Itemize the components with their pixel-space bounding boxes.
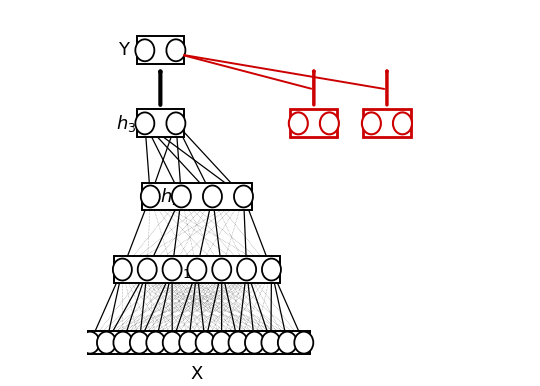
Ellipse shape [179,332,198,354]
Ellipse shape [97,332,116,354]
Ellipse shape [136,112,154,134]
Ellipse shape [393,112,412,134]
Ellipse shape [166,112,185,134]
Ellipse shape [195,332,214,354]
Ellipse shape [212,332,231,354]
Ellipse shape [261,332,280,354]
Text: X: X [191,364,203,383]
Ellipse shape [187,259,206,281]
Bar [114,256,280,283]
Ellipse shape [234,186,253,207]
Ellipse shape [278,332,297,354]
Ellipse shape [203,186,222,207]
Ellipse shape [80,332,99,354]
Bar [137,110,184,137]
Ellipse shape [166,39,185,61]
Bar [137,36,184,64]
Text: $h_3$: $h_3$ [116,113,137,134]
Bar [84,331,310,354]
Ellipse shape [146,332,165,354]
Ellipse shape [163,259,181,281]
Ellipse shape [362,112,381,134]
Ellipse shape [289,112,308,134]
Ellipse shape [212,259,231,281]
Ellipse shape [237,259,256,281]
Ellipse shape [141,186,160,207]
Ellipse shape [113,332,132,354]
Text: $h_1$: $h_1$ [171,259,192,280]
Ellipse shape [262,259,281,281]
Ellipse shape [130,332,149,354]
Ellipse shape [245,332,264,354]
Ellipse shape [113,259,132,281]
Bar [291,110,338,137]
Ellipse shape [136,39,154,61]
Ellipse shape [228,332,247,354]
Bar [142,183,252,210]
Ellipse shape [163,332,182,354]
Text: Y: Y [118,41,129,59]
Text: $h_2$: $h_2$ [160,186,180,207]
Ellipse shape [320,112,339,134]
Bar [363,110,410,137]
Ellipse shape [138,259,157,281]
Ellipse shape [294,332,313,354]
Ellipse shape [172,186,191,207]
